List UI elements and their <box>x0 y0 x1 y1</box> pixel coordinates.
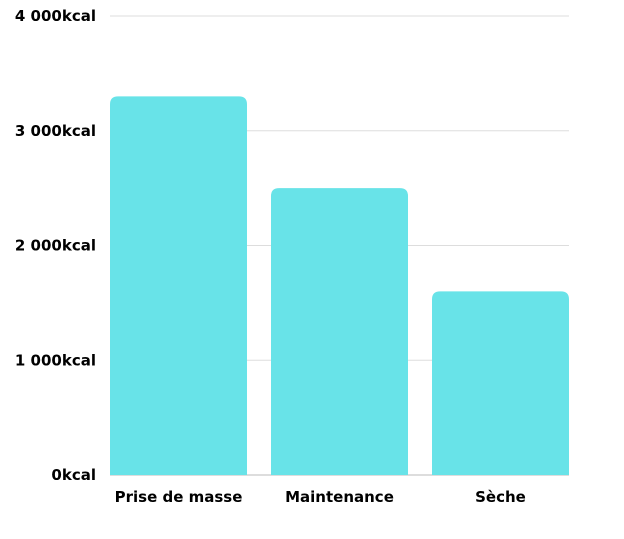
x-category-label: Maintenance <box>285 488 394 506</box>
bar <box>110 96 247 475</box>
y-tick-label: 2 000kcal <box>15 237 96 255</box>
y-tick-label: 1 000kcal <box>15 351 96 369</box>
y-tick-label: 0kcal <box>51 466 96 484</box>
x-category-label: Prise de masse <box>115 488 243 506</box>
y-axis-ticks: 0kcal 1 000kcal 2 000kcal 3 000kcal 4 000kca… <box>15 7 96 484</box>
y-tick-label: 3 000kcal <box>15 122 96 140</box>
bar <box>432 291 569 475</box>
x-category-label: Sèche <box>475 488 526 506</box>
bar <box>271 188 408 475</box>
y-tick-label: 4 000kcal <box>15 7 96 25</box>
x-axis-labels: Prise de masse Maintenance Sèche <box>115 488 526 506</box>
bars <box>110 96 569 475</box>
